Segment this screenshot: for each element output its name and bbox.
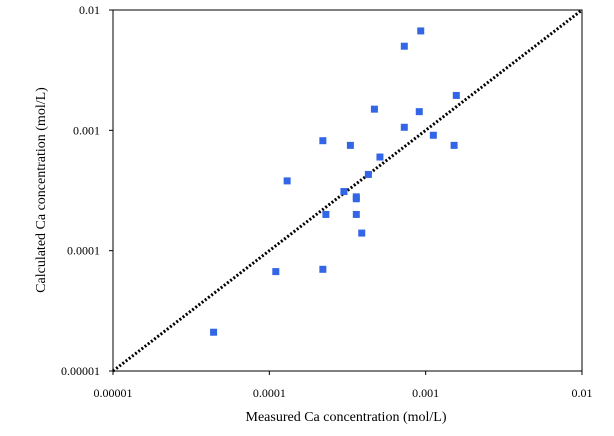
x-tick-label: 0.0001 <box>253 386 286 400</box>
data-point <box>352 210 360 218</box>
data-point <box>452 91 460 99</box>
data-point <box>346 141 354 149</box>
y-tick-label: 0.00001 <box>61 364 100 378</box>
data-point <box>450 141 458 149</box>
data-point <box>364 170 372 178</box>
data-point <box>415 108 423 116</box>
data-point <box>352 195 360 203</box>
data-point <box>370 105 378 113</box>
data-point <box>322 210 330 218</box>
data-point <box>210 328 218 336</box>
y-tick-label: 0.01 <box>79 3 100 17</box>
data-point <box>319 137 327 145</box>
x-tick-label: 0.01 <box>572 386 593 400</box>
reference-line-1to1 <box>112 8 583 373</box>
data-point <box>272 268 280 276</box>
data-point <box>283 177 291 185</box>
y-axis-title: Calculated Ca concentration (mol/L) <box>34 87 49 293</box>
x-tick-label: 0.001 <box>412 386 439 400</box>
x-tick-label: 0.00001 <box>94 386 133 400</box>
data-point <box>429 131 437 139</box>
y-tick-label: 0.0001 <box>67 244 100 258</box>
y-tick-label: 0.001 <box>73 123 100 137</box>
data-point <box>358 229 366 237</box>
data-point <box>340 188 348 196</box>
data-point <box>400 123 408 131</box>
data-point <box>400 42 408 50</box>
data-point <box>376 153 384 161</box>
data-point <box>319 265 327 273</box>
data-point <box>417 27 425 35</box>
x-axis-title: Measured Ca concentration (mol/L) <box>246 410 447 425</box>
